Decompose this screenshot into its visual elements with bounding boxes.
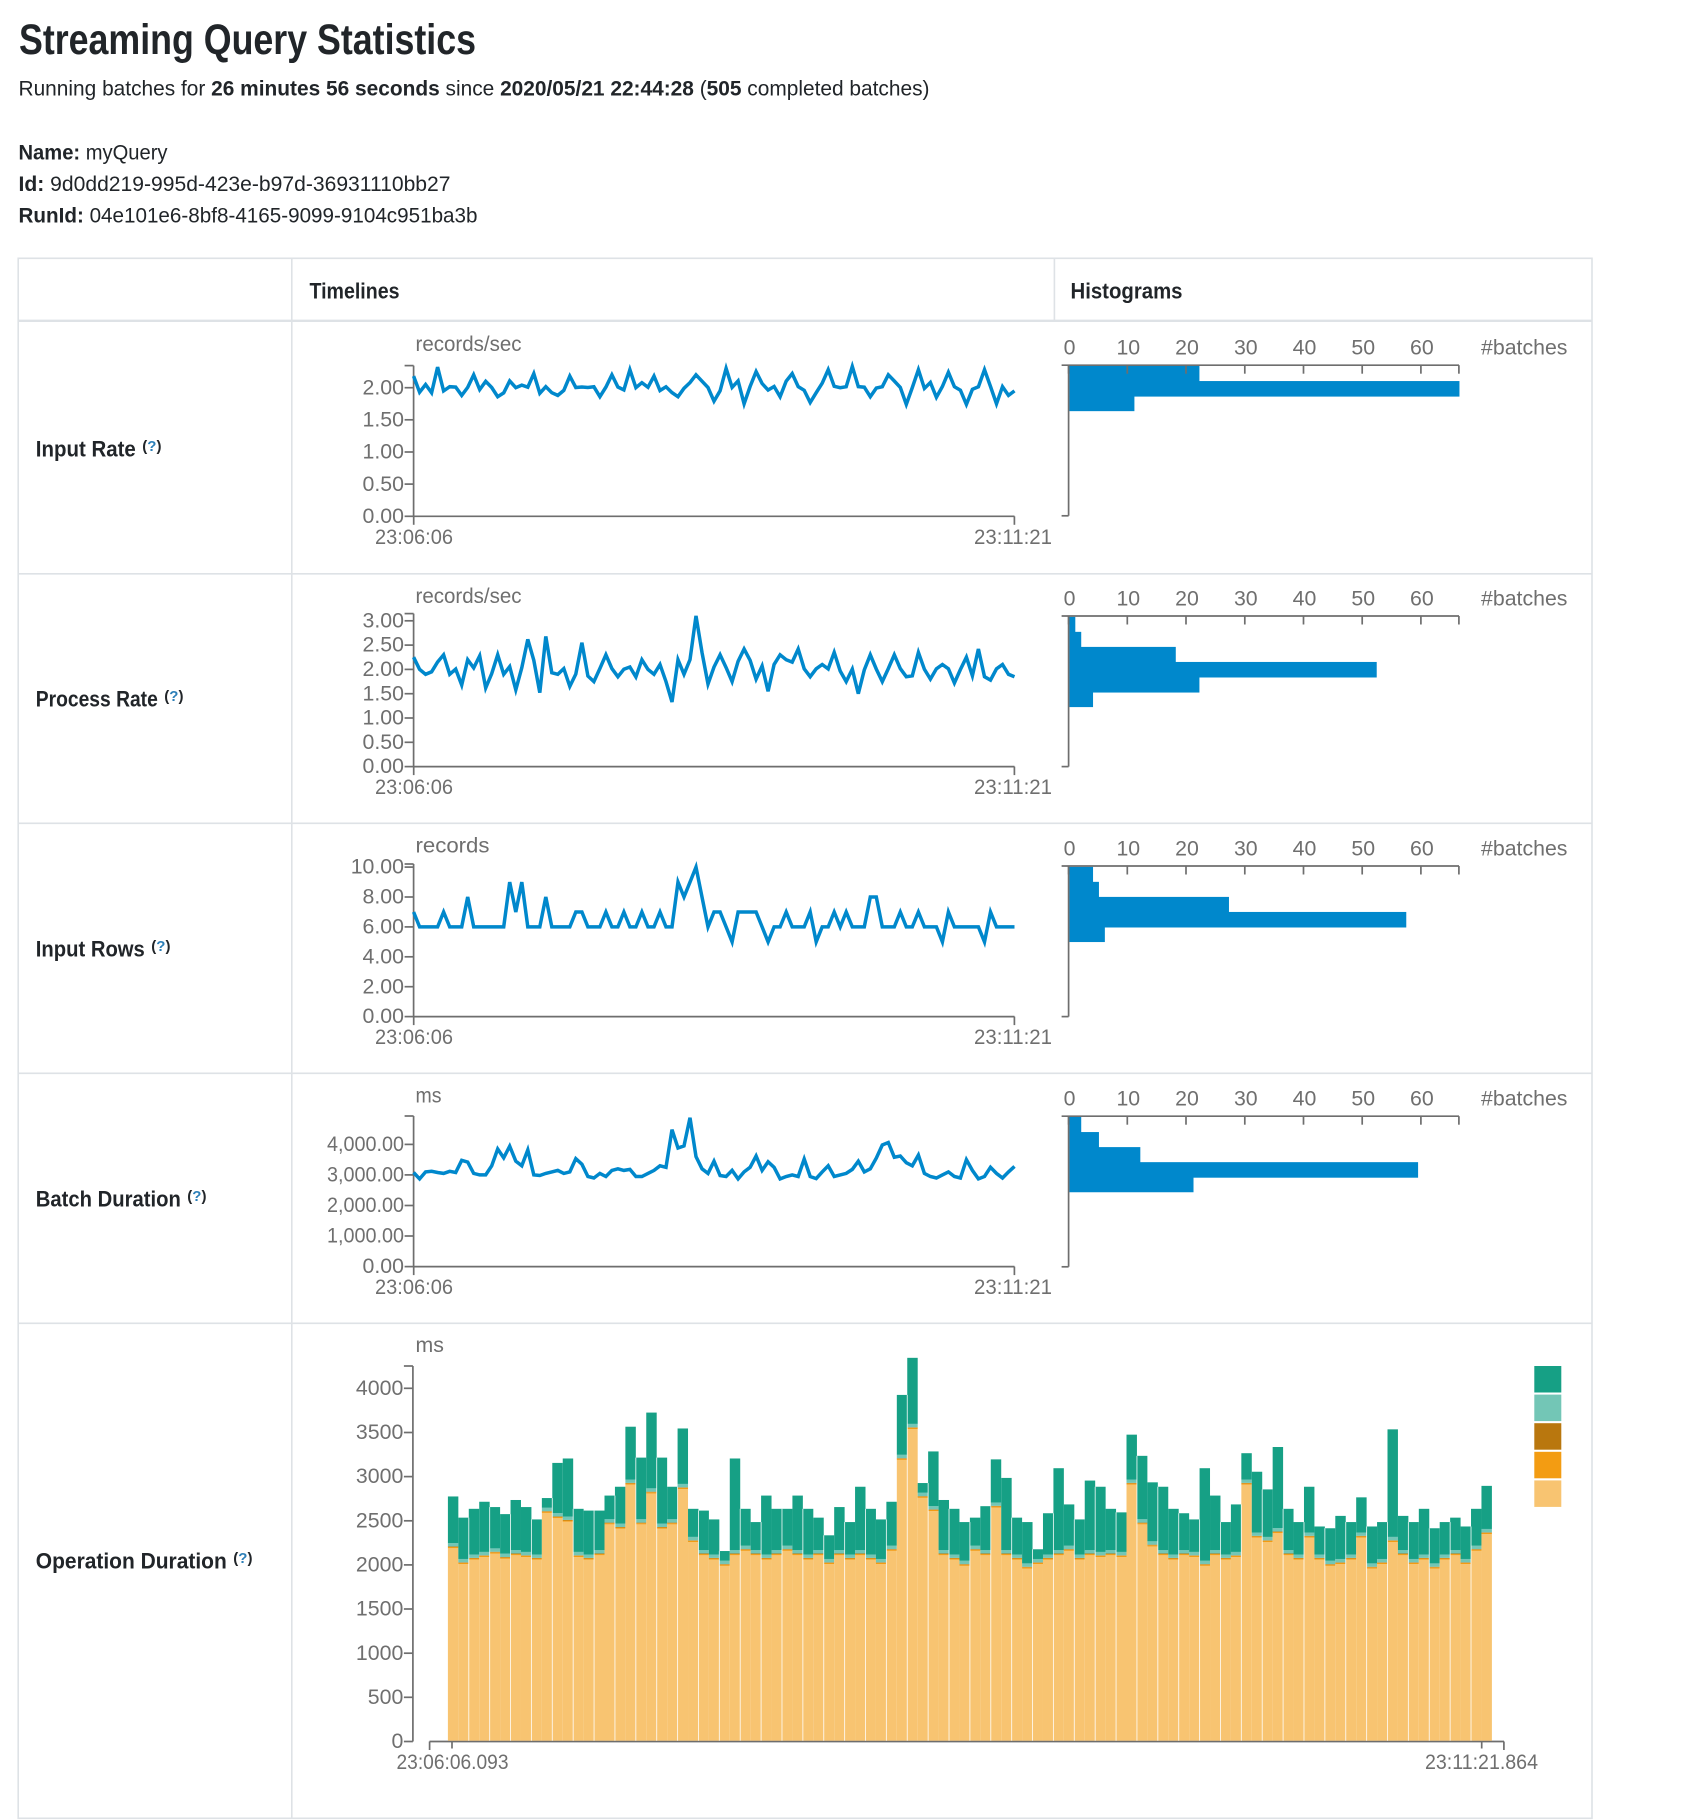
svg-text:50: 50	[1351, 837, 1375, 861]
svg-text:1.50: 1.50	[363, 407, 405, 431]
svg-text:(?): (?)	[187, 1188, 206, 1205]
svg-text:1,000.00: 1,000.00	[327, 1224, 404, 1248]
svg-text:23:06:06: 23:06:06	[375, 1275, 453, 1299]
svg-text:ms: ms	[416, 1083, 442, 1107]
svg-text:20: 20	[1175, 1087, 1199, 1111]
svg-text:2.50: 2.50	[363, 633, 405, 657]
svg-text:records/sec: records/sec	[416, 332, 522, 356]
svg-text:(?): (?)	[142, 438, 161, 455]
svg-text:30: 30	[1234, 336, 1258, 360]
svg-text:(?): (?)	[233, 1550, 252, 1567]
svg-text:1.00: 1.00	[363, 440, 405, 464]
svg-text:Timelines: Timelines	[310, 279, 400, 304]
svg-text:2500: 2500	[356, 1508, 404, 1532]
svg-text:1500: 1500	[356, 1597, 404, 1621]
svg-text:50: 50	[1351, 587, 1375, 611]
svg-text:23:06:06: 23:06:06	[375, 525, 453, 549]
svg-text:40: 40	[1293, 587, 1317, 611]
svg-text:10: 10	[1116, 587, 1140, 611]
svg-text:#batches: #batches	[1481, 587, 1567, 611]
svg-text:0.50: 0.50	[363, 472, 405, 496]
svg-text:3,000.00: 3,000.00	[327, 1163, 404, 1187]
svg-text:#batches: #batches	[1481, 1087, 1567, 1111]
svg-text:#batches: #batches	[1481, 336, 1567, 360]
svg-text:23:06:06: 23:06:06	[375, 1025, 453, 1049]
svg-text:0.00: 0.00	[363, 1004, 405, 1028]
svg-text:23:11:21: 23:11:21	[974, 775, 1052, 799]
svg-text:20: 20	[1175, 587, 1199, 611]
svg-text:(?): (?)	[151, 938, 170, 955]
svg-text:3000: 3000	[356, 1464, 404, 1488]
svg-text:Batch Duration: Batch Duration	[36, 1187, 181, 1212]
svg-text:60: 60	[1410, 1087, 1434, 1111]
svg-text:23:06:06: 23:06:06	[375, 775, 453, 799]
svg-text:4,000.00: 4,000.00	[327, 1132, 404, 1156]
svg-text:Histograms: Histograms	[1071, 279, 1183, 304]
svg-text:23:11:21: 23:11:21	[974, 525, 1052, 549]
svg-text:Input Rate: Input Rate	[36, 437, 136, 462]
svg-text:0: 0	[1064, 336, 1076, 360]
svg-text:1000: 1000	[356, 1641, 404, 1665]
svg-text:2.00: 2.00	[363, 657, 405, 681]
svg-text:23:11:21: 23:11:21	[974, 1025, 1052, 1049]
svg-text:10: 10	[1116, 1087, 1140, 1111]
svg-text:40: 40	[1293, 837, 1317, 861]
svg-text:50: 50	[1351, 1087, 1375, 1111]
svg-text:20: 20	[1175, 837, 1199, 861]
svg-text:1.00: 1.00	[363, 706, 405, 730]
svg-text:2.00: 2.00	[363, 974, 405, 998]
svg-text:0.00: 0.00	[363, 1254, 405, 1278]
svg-text:Streaming Query Statistics: Streaming Query Statistics	[19, 17, 476, 64]
svg-text:40: 40	[1293, 1087, 1317, 1111]
svg-text:23:06:06.093: 23:06:06.093	[397, 1750, 509, 1774]
svg-text:0.00: 0.00	[363, 754, 405, 778]
svg-text:Operation Duration: Operation Duration	[36, 1549, 227, 1574]
svg-text:40: 40	[1293, 336, 1317, 360]
svg-text:0: 0	[1064, 1087, 1076, 1111]
svg-text:Input Rows: Input Rows	[36, 937, 145, 962]
svg-text:20: 20	[1175, 336, 1199, 360]
svg-text:(?): (?)	[164, 688, 183, 705]
svg-text:0: 0	[1064, 587, 1076, 611]
svg-text:1.50: 1.50	[363, 681, 405, 705]
svg-text:3.00: 3.00	[363, 608, 405, 632]
svg-text:60: 60	[1410, 837, 1434, 861]
svg-text:ms: ms	[416, 1333, 444, 1357]
svg-text:3500: 3500	[356, 1420, 404, 1444]
svg-text:4000: 4000	[356, 1376, 404, 1400]
svg-text:60: 60	[1410, 587, 1434, 611]
svg-text:Process Rate: Process Rate	[36, 687, 158, 712]
svg-text:30: 30	[1234, 1087, 1258, 1111]
svg-text:#batches: #batches	[1481, 837, 1567, 861]
svg-text:0.50: 0.50	[363, 730, 405, 754]
svg-text:0: 0	[1064, 837, 1076, 861]
svg-text:6.00: 6.00	[363, 915, 405, 939]
svg-text:500: 500	[368, 1685, 404, 1709]
svg-text:Id: 9d0dd219-995d-423e-b97d-36: Id: 9d0dd219-995d-423e-b97d-36931110bb27	[19, 172, 451, 196]
svg-text:2,000.00: 2,000.00	[327, 1193, 404, 1217]
svg-text:Running batches for 26 minutes: Running batches for 26 minutes 56 second…	[19, 77, 930, 101]
svg-text:records: records	[416, 833, 490, 857]
svg-text:60: 60	[1410, 336, 1434, 360]
svg-text:50: 50	[1351, 336, 1375, 360]
svg-text:30: 30	[1234, 837, 1258, 861]
svg-text:23:11:21.864: 23:11:21.864	[1425, 1750, 1538, 1774]
svg-text:0.00: 0.00	[363, 504, 405, 528]
svg-text:RunId: 04e101e6-8bf8-4165-9099: RunId: 04e101e6-8bf8-4165-9099-9104c951b…	[19, 204, 478, 228]
svg-text:0: 0	[391, 1729, 403, 1753]
svg-text:10: 10	[1116, 336, 1140, 360]
svg-text:10.00: 10.00	[351, 855, 404, 879]
svg-text:4.00: 4.00	[363, 944, 405, 968]
svg-text:Name: myQuery: Name: myQuery	[19, 141, 168, 165]
svg-text:8.00: 8.00	[363, 885, 405, 909]
svg-text:23:11:21: 23:11:21	[974, 1275, 1052, 1299]
svg-text:2000: 2000	[356, 1553, 404, 1577]
svg-text:30: 30	[1234, 587, 1258, 611]
svg-text:records/sec: records/sec	[416, 584, 522, 608]
svg-text:2.00: 2.00	[363, 375, 405, 399]
svg-text:10: 10	[1116, 837, 1140, 861]
